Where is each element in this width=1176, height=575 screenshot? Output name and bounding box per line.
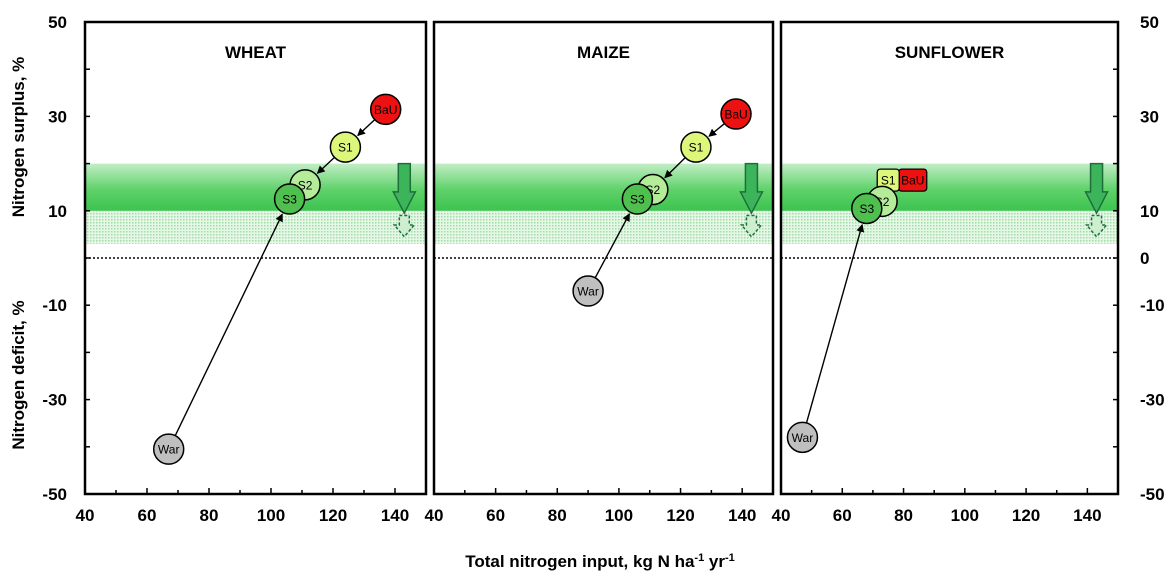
point-bau-marker bbox=[720, 98, 752, 130]
y-tick-label-right: 10 bbox=[1140, 202, 1159, 221]
x-tick-label: 120 bbox=[319, 506, 347, 525]
point-s1-label: S1 bbox=[881, 174, 896, 188]
point-war-marker bbox=[572, 275, 604, 307]
scenario-arrow bbox=[594, 213, 630, 279]
scenario-arrow bbox=[174, 213, 283, 436]
x-tick-label: 80 bbox=[548, 506, 567, 525]
target-band-dense bbox=[781, 163, 1118, 211]
scenario-arrow bbox=[357, 119, 376, 137]
target-band-light bbox=[434, 210, 773, 244]
point-s3-label: S3 bbox=[282, 193, 297, 207]
panel-title: WHEAT bbox=[225, 43, 287, 62]
point-bau-label: BaU bbox=[374, 103, 397, 117]
y-tick-label-left: -50 bbox=[42, 485, 67, 504]
x-tick-label: 100 bbox=[257, 506, 285, 525]
x-axis-label-mid: yr bbox=[704, 552, 725, 571]
y-tick-label-right: 50 bbox=[1140, 13, 1159, 32]
point-bau-label: BaU bbox=[901, 174, 924, 188]
target-band-light bbox=[781, 210, 1118, 244]
reduction-arrow bbox=[1084, 162, 1109, 215]
x-tick-label: 140 bbox=[728, 506, 756, 525]
point-s3-marker bbox=[851, 192, 883, 225]
point-war-marker bbox=[152, 433, 185, 465]
x-tick-label: 40 bbox=[772, 506, 791, 525]
reduction-arrow bbox=[392, 162, 417, 215]
point-war-label: War bbox=[158, 443, 180, 457]
y-tick-label-right: 0 bbox=[1140, 249, 1149, 268]
x-tick-label: 40 bbox=[76, 506, 95, 525]
y-tick-label-right: -50 bbox=[1140, 485, 1165, 504]
target-band-dense bbox=[85, 163, 426, 211]
reduction-arrow-dashed bbox=[392, 214, 416, 238]
scenario-arrow bbox=[708, 123, 725, 137]
y-tick-label-right: 30 bbox=[1140, 107, 1159, 126]
y-axis-label-lower: Nitrogen deficit, % bbox=[9, 300, 28, 449]
y-tick-label-right: -10 bbox=[1140, 296, 1165, 315]
x-axis-label-sup1: -1 bbox=[694, 552, 704, 564]
x-tick-label: 120 bbox=[1012, 506, 1040, 525]
reduction-arrow bbox=[739, 162, 764, 215]
reduction-arrow-dashed bbox=[1084, 214, 1109, 238]
panel-sunflower: 40 60 80 100 120 140 -50 -30 -10 0 10 30 50 SUNFLOWER… bbox=[772, 13, 1165, 525]
point-bau-label: BaU bbox=[724, 108, 747, 122]
x-tick-label: 100 bbox=[605, 506, 633, 525]
x-tick-label: 40 bbox=[425, 506, 444, 525]
point-s1-marker bbox=[329, 131, 362, 163]
y-tick-label-left: -10 bbox=[42, 296, 67, 315]
y-axis-label-upper: Nitrogen surplus, % bbox=[9, 57, 28, 218]
point-war-marker bbox=[786, 421, 819, 454]
scenario-arrow bbox=[805, 223, 865, 424]
y-tick-label-left: -30 bbox=[42, 391, 67, 410]
target-band-dense bbox=[434, 163, 773, 211]
panel-wheat: 40 60 80 100 120 140 -50 -30 -10 10 30 50 WHEAT War Ba… bbox=[42, 13, 428, 525]
point-s3-label: S3 bbox=[859, 202, 874, 216]
x-tick-label: 140 bbox=[1073, 506, 1101, 525]
point-s1-marker bbox=[680, 131, 712, 163]
scenario-arrow bbox=[664, 157, 686, 179]
point-bau-marker bbox=[369, 93, 402, 126]
x-tick-label: 60 bbox=[486, 506, 505, 525]
point-war-label: War bbox=[577, 285, 599, 299]
x-tick-label: 100 bbox=[951, 506, 979, 525]
x-axis-label-sup2: -1 bbox=[725, 552, 735, 564]
x-tick-label: 140 bbox=[381, 506, 409, 525]
y-tick-label-left: 50 bbox=[48, 13, 67, 32]
point-s3-marker bbox=[273, 183, 306, 215]
point-s1-label: S1 bbox=[689, 141, 704, 155]
y-tick-label-right: -30 bbox=[1140, 391, 1165, 410]
target-band-light bbox=[85, 210, 426, 244]
x-tick-label: 80 bbox=[200, 506, 219, 525]
x-tick-label: 120 bbox=[666, 506, 694, 525]
scenario-arrow bbox=[316, 156, 335, 174]
panel-frame bbox=[432, 20, 775, 496]
y-tick-label-left: 30 bbox=[48, 107, 67, 126]
panel-title: MAIZE bbox=[577, 43, 630, 62]
point-s3-marker bbox=[621, 183, 654, 215]
y-tick-label-left: 10 bbox=[48, 202, 67, 221]
point-s1-label: S1 bbox=[338, 141, 353, 155]
x-axis-label: Total nitrogen input, kg N ha-1 yr-1 bbox=[465, 552, 735, 571]
x-tick-label: 60 bbox=[833, 506, 852, 525]
panel-title: SUNFLOWER bbox=[895, 43, 1005, 62]
point-war-label: War bbox=[792, 431, 814, 445]
point-s3-label: S3 bbox=[630, 193, 645, 207]
reduction-arrow-dashed bbox=[739, 214, 764, 238]
x-tick-label: 80 bbox=[894, 506, 913, 525]
x-axis-label-main: Total nitrogen input, kg N ha bbox=[465, 552, 695, 571]
x-tick-label: 60 bbox=[138, 506, 157, 525]
